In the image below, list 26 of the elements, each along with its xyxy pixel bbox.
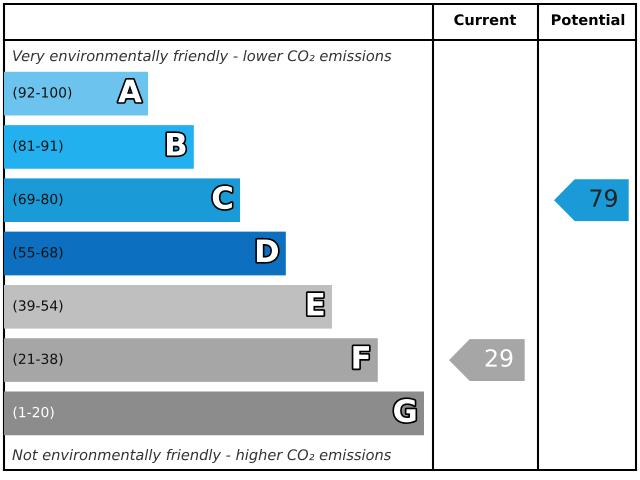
text: Very environmentally friendly - lower CO₂ emissions <box>13 50 392 64</box>
bar <box>4 284 332 329</box>
annotation: Not environmentally friendly - higher CO₂ emissions <box>12 448 392 464</box>
annotation: C <box>212 186 232 210</box>
y-tick-label: (69-80) <box>14 194 62 206</box>
text: 29 <box>486 349 512 367</box>
y-tick-label: (21-38) <box>14 353 62 366</box>
y-tick-label: (92-100) <box>14 86 72 100</box>
annotation: F <box>353 346 369 369</box>
annotation: G <box>394 399 416 422</box>
text: 79 <box>590 189 617 208</box>
bar <box>4 392 424 436</box>
bar <box>4 125 194 169</box>
y-tick-label: (55-68) <box>14 246 62 260</box>
y-tick-label: (39-54) <box>14 300 62 312</box>
annotation: B <box>167 133 186 156</box>
bar <box>4 232 286 276</box>
annotation: D <box>256 240 278 262</box>
bar <box>4 338 378 382</box>
text: Current <box>454 14 516 26</box>
y-tick-label: (1-20) <box>14 406 54 420</box>
y-tick-label: (81-91) <box>14 140 62 153</box>
text: Potential <box>552 14 624 26</box>
annotation: A <box>118 80 142 102</box>
bar <box>4 72 148 116</box>
bar <box>4 178 240 222</box>
